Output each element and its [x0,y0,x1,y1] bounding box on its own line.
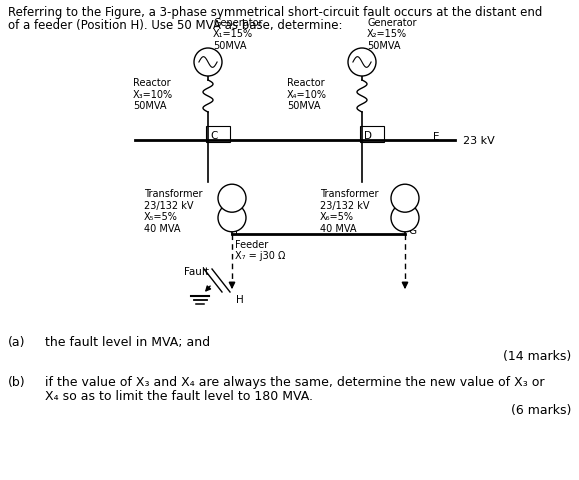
Text: H: H [236,294,244,304]
Circle shape [391,185,419,213]
Text: Reactor
X₄=10%
50MVA: Reactor X₄=10% 50MVA [287,78,327,111]
Text: C: C [210,131,217,141]
Text: Fault: Fault [184,266,209,276]
Circle shape [218,204,246,232]
Text: D: D [364,131,372,141]
Text: Reactor
X₃=10%
50MVA: Reactor X₃=10% 50MVA [133,78,173,111]
Text: X₄ so as to limit the fault level to 180 MVA.: X₄ so as to limit the fault level to 180… [45,389,313,402]
Text: if the value of X₃ and X₄ are always the same, determine the new value of X₃ or: if the value of X₃ and X₄ are always the… [45,375,544,388]
Text: (b): (b) [8,375,25,388]
Text: (6 marks): (6 marks) [511,403,571,416]
Circle shape [391,204,419,232]
Text: Generator
X₂=15%
50MVA: Generator X₂=15% 50MVA [367,18,416,51]
Circle shape [194,49,222,77]
Text: F: F [235,225,241,235]
Text: Transformer
23/132 kV
X₆=5%
40 MVA: Transformer 23/132 kV X₆=5% 40 MVA [320,189,379,233]
Text: Feeder
X₇ = j30 Ω: Feeder X₇ = j30 Ω [235,240,285,261]
Text: of a feeder (Position H). Use 50 MVA as base, determine:: of a feeder (Position H). Use 50 MVA as … [8,19,343,32]
Text: the fault level in MVA; and: the fault level in MVA; and [45,336,210,348]
Text: (14 marks): (14 marks) [503,349,571,362]
Circle shape [218,185,246,213]
Text: (a): (a) [8,336,25,348]
Text: Referring to the Figure, a 3-phase symmetrical short-circuit fault occurs at the: Referring to the Figure, a 3-phase symme… [8,6,543,19]
Text: Transformer
23/132 kV
X₅=5%
40 MVA: Transformer 23/132 kV X₅=5% 40 MVA [144,189,203,233]
Text: G: G [408,225,416,235]
Text: E: E [433,132,439,142]
Circle shape [348,49,376,77]
Text: Generator
X₁=15%
50MVA: Generator X₁=15% 50MVA [213,18,262,51]
Text: 23 kV: 23 kV [463,136,494,146]
